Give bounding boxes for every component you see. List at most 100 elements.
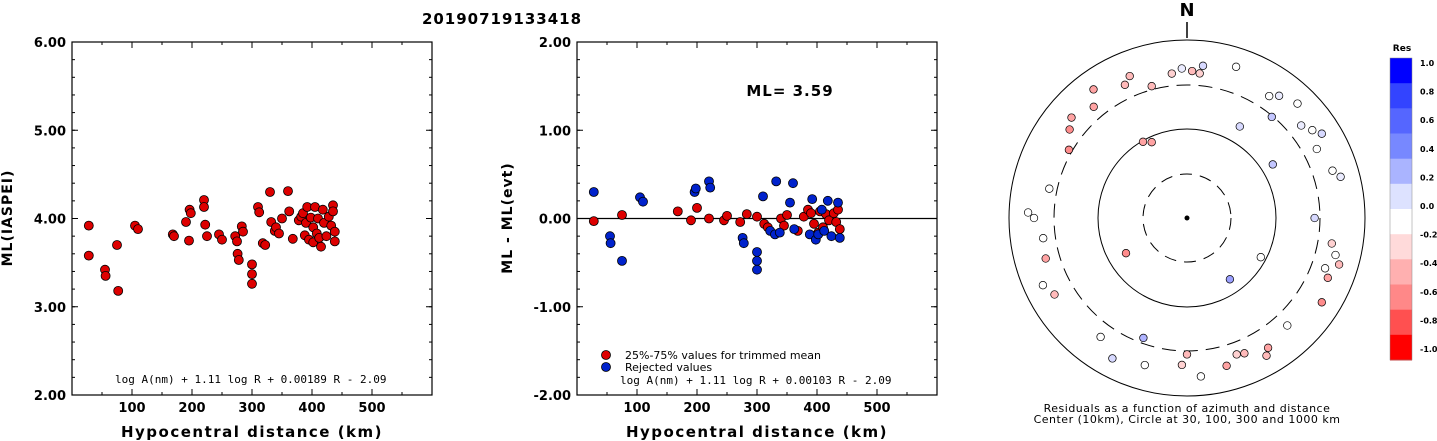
data-point xyxy=(834,232,845,243)
axis-ticks: 100 200 300 400 500 2.00 3.00 4.00 5.00 6.00 xyxy=(34,36,432,416)
data-point xyxy=(233,255,244,265)
data-point xyxy=(738,238,749,249)
y-tick-label: 5.00 xyxy=(34,124,66,139)
data-point xyxy=(774,227,785,238)
data-point xyxy=(181,217,191,227)
data-point xyxy=(752,247,762,257)
data-point xyxy=(605,238,616,249)
x-tick-label: 500 xyxy=(863,401,890,416)
ring-30km xyxy=(1142,173,1232,263)
station-marker xyxy=(1067,113,1076,122)
ml-annotation: ML= 3.59 xyxy=(746,82,833,100)
colorbar-label: 0.4 xyxy=(1420,145,1435,154)
colorbar-swatch xyxy=(1390,309,1412,336)
data-point xyxy=(782,210,792,220)
x-tick-label: 300 xyxy=(238,401,265,416)
data-point xyxy=(112,240,122,250)
data-point xyxy=(807,194,818,205)
colorbar-swatch xyxy=(1390,183,1412,210)
station-marker xyxy=(1317,129,1326,138)
colorbar-swatch xyxy=(1390,158,1412,185)
north-label: N xyxy=(1179,0,1194,21)
data-point xyxy=(283,186,293,197)
colorbar-label: 0.0 xyxy=(1420,202,1435,211)
x-axis-label: Hypocentral distance (km) xyxy=(626,423,888,441)
station-marker xyxy=(1182,350,1192,359)
data-point xyxy=(113,285,124,296)
station-marker xyxy=(1167,69,1176,78)
data-point xyxy=(806,208,816,219)
colorbar-swatch xyxy=(1390,83,1412,109)
y-tick-label: 2.00 xyxy=(34,389,66,404)
station-marker xyxy=(1225,275,1235,284)
station-marker xyxy=(1274,91,1284,100)
data-point xyxy=(284,206,295,217)
data-point xyxy=(809,218,819,229)
station-marker xyxy=(1317,298,1326,307)
station-marker xyxy=(1121,249,1131,258)
axis-ticks: 100 200 300 400 500 -2.00 -1.00 0.00 1.00 2.00 xyxy=(534,36,937,416)
station-marker xyxy=(1308,126,1317,135)
data-point xyxy=(752,255,762,266)
colorbar-swatch xyxy=(1390,234,1412,260)
station-marker xyxy=(1331,250,1340,260)
data-point xyxy=(752,264,762,275)
station-marker xyxy=(1177,360,1187,370)
data-point xyxy=(826,231,837,242)
data-point xyxy=(83,220,94,231)
data-point xyxy=(83,250,94,261)
colorbar-swatch xyxy=(1390,108,1412,134)
y-tick-label: -1.00 xyxy=(534,301,571,316)
station-marker xyxy=(1195,69,1204,78)
x-tick-label: 400 xyxy=(298,401,325,416)
x-tick-label: 300 xyxy=(743,401,770,416)
data-point xyxy=(822,195,833,206)
data-point xyxy=(329,236,340,247)
station-marker xyxy=(1312,144,1321,154)
polar-residual-panel: N Residuals as a function of azimuth and… xyxy=(1008,0,1366,426)
station-marker xyxy=(1263,343,1273,352)
data-point xyxy=(741,209,752,220)
station-marker xyxy=(1089,102,1098,111)
data-point xyxy=(617,210,627,220)
data-point xyxy=(758,191,768,202)
legend-marker-rejected xyxy=(601,362,611,372)
station-marker xyxy=(1096,332,1105,342)
colorbar-label: -0.4 xyxy=(1420,259,1437,268)
station-marker xyxy=(1240,349,1249,358)
data-point xyxy=(735,217,746,227)
data-point xyxy=(100,270,111,281)
station-marker xyxy=(1336,172,1345,181)
data-point xyxy=(202,231,212,242)
data-point xyxy=(169,231,179,242)
colorbar-label: -1.0 xyxy=(1420,345,1437,354)
colorbar-label: 1.0 xyxy=(1420,59,1435,68)
station-marker xyxy=(1045,184,1054,193)
data-point xyxy=(329,226,340,237)
station-marker xyxy=(1140,360,1149,370)
epicenter-dot xyxy=(1184,215,1190,221)
colorbar-label: 0.6 xyxy=(1420,116,1435,125)
colorbar-label: -0.6 xyxy=(1420,288,1437,297)
data-point xyxy=(690,183,701,194)
data-point xyxy=(199,202,209,212)
data-point xyxy=(184,235,194,246)
y-tick-label: 0.00 xyxy=(539,213,571,228)
station-marker xyxy=(1267,112,1276,122)
data-point xyxy=(316,241,326,252)
y-tick-label: 1.00 xyxy=(539,124,571,139)
data-point xyxy=(771,176,782,187)
data-point xyxy=(789,224,800,235)
data-point xyxy=(834,224,845,235)
data-point xyxy=(788,178,798,189)
colorbar-swatch xyxy=(1390,133,1412,160)
caption-line-2: Center (10km), Circle at 30, 100, 300 an… xyxy=(1034,413,1341,426)
data-point xyxy=(265,187,275,197)
station-marker xyxy=(1222,361,1231,370)
data-point xyxy=(238,226,248,237)
formula-text: log A(nm) + 1.11 log R + 0.00189 R - 2.0… xyxy=(115,373,387,386)
station-marker xyxy=(1138,137,1148,146)
station-marker xyxy=(1235,122,1244,131)
data-point xyxy=(816,204,827,215)
data-point xyxy=(254,207,265,218)
